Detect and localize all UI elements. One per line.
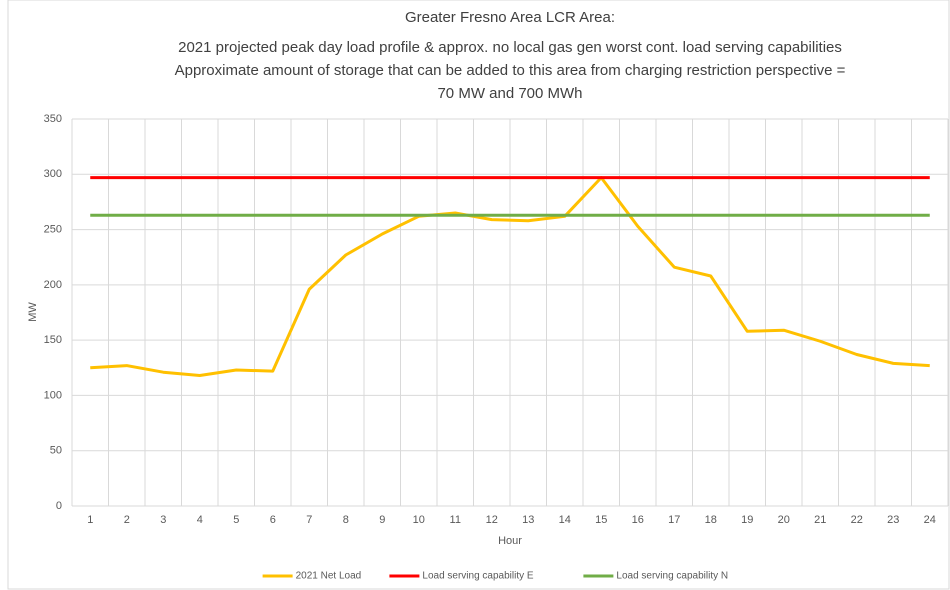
- x-tick-label: 15: [595, 514, 607, 526]
- x-tick-label: 20: [778, 514, 790, 526]
- x-tick-label: 16: [632, 514, 644, 526]
- x-tick-label: 14: [559, 514, 571, 526]
- x-tick-label: 1: [87, 514, 93, 526]
- x-tick-label: 2: [124, 514, 130, 526]
- y-axis-label: MW: [27, 302, 39, 322]
- legend-label: 2021 Net Load: [296, 571, 362, 582]
- legend-label: Load serving capability E: [422, 571, 534, 582]
- series-line: [90, 176, 930, 378]
- x-tick-label: 5: [233, 514, 239, 526]
- y-tick-label: 300: [44, 168, 62, 180]
- x-tick-label: 9: [379, 514, 385, 526]
- x-tick-label: 13: [522, 514, 534, 526]
- chart-title: Approximate amount of storage that can b…: [175, 62, 846, 79]
- y-tick-label: 0: [56, 500, 62, 512]
- y-tick-label: 50: [50, 445, 62, 457]
- chart-title: 2021 projected peak day load profile & a…: [178, 39, 842, 56]
- x-tick-label: 7: [306, 514, 312, 526]
- y-tick-label: 250: [44, 223, 62, 235]
- x-tick-label: 19: [741, 514, 753, 526]
- chart-title: Greater Fresno Area LCR Area:: [405, 9, 615, 26]
- x-tick-label: 8: [343, 514, 349, 526]
- y-tick-label: 350: [44, 113, 62, 125]
- x-tick-label: 23: [887, 514, 899, 526]
- chart-border: [7, 0, 950, 590]
- x-tick-label: 10: [413, 514, 425, 526]
- y-tick-label: 200: [44, 279, 62, 291]
- x-tick-label: 21: [814, 514, 826, 526]
- x-tick-label: 24: [924, 514, 936, 526]
- legend-label: Load serving capability N: [616, 571, 728, 582]
- chart-title: 70 MW and 700 MWh: [437, 85, 582, 102]
- x-tick-label: 17: [668, 514, 680, 526]
- y-tick-label: 100: [44, 389, 62, 401]
- x-tick-label: 22: [851, 514, 863, 526]
- x-tick-label: 18: [705, 514, 717, 526]
- y-tick-label: 150: [44, 334, 62, 346]
- x-tick-label: 12: [486, 514, 498, 526]
- x-tick-label: 6: [270, 514, 276, 526]
- x-tick-label: 4: [197, 514, 203, 526]
- x-axis-label: Hour: [498, 535, 522, 547]
- x-tick-label: 3: [160, 514, 166, 526]
- x-tick-label: 11: [450, 514, 461, 526]
